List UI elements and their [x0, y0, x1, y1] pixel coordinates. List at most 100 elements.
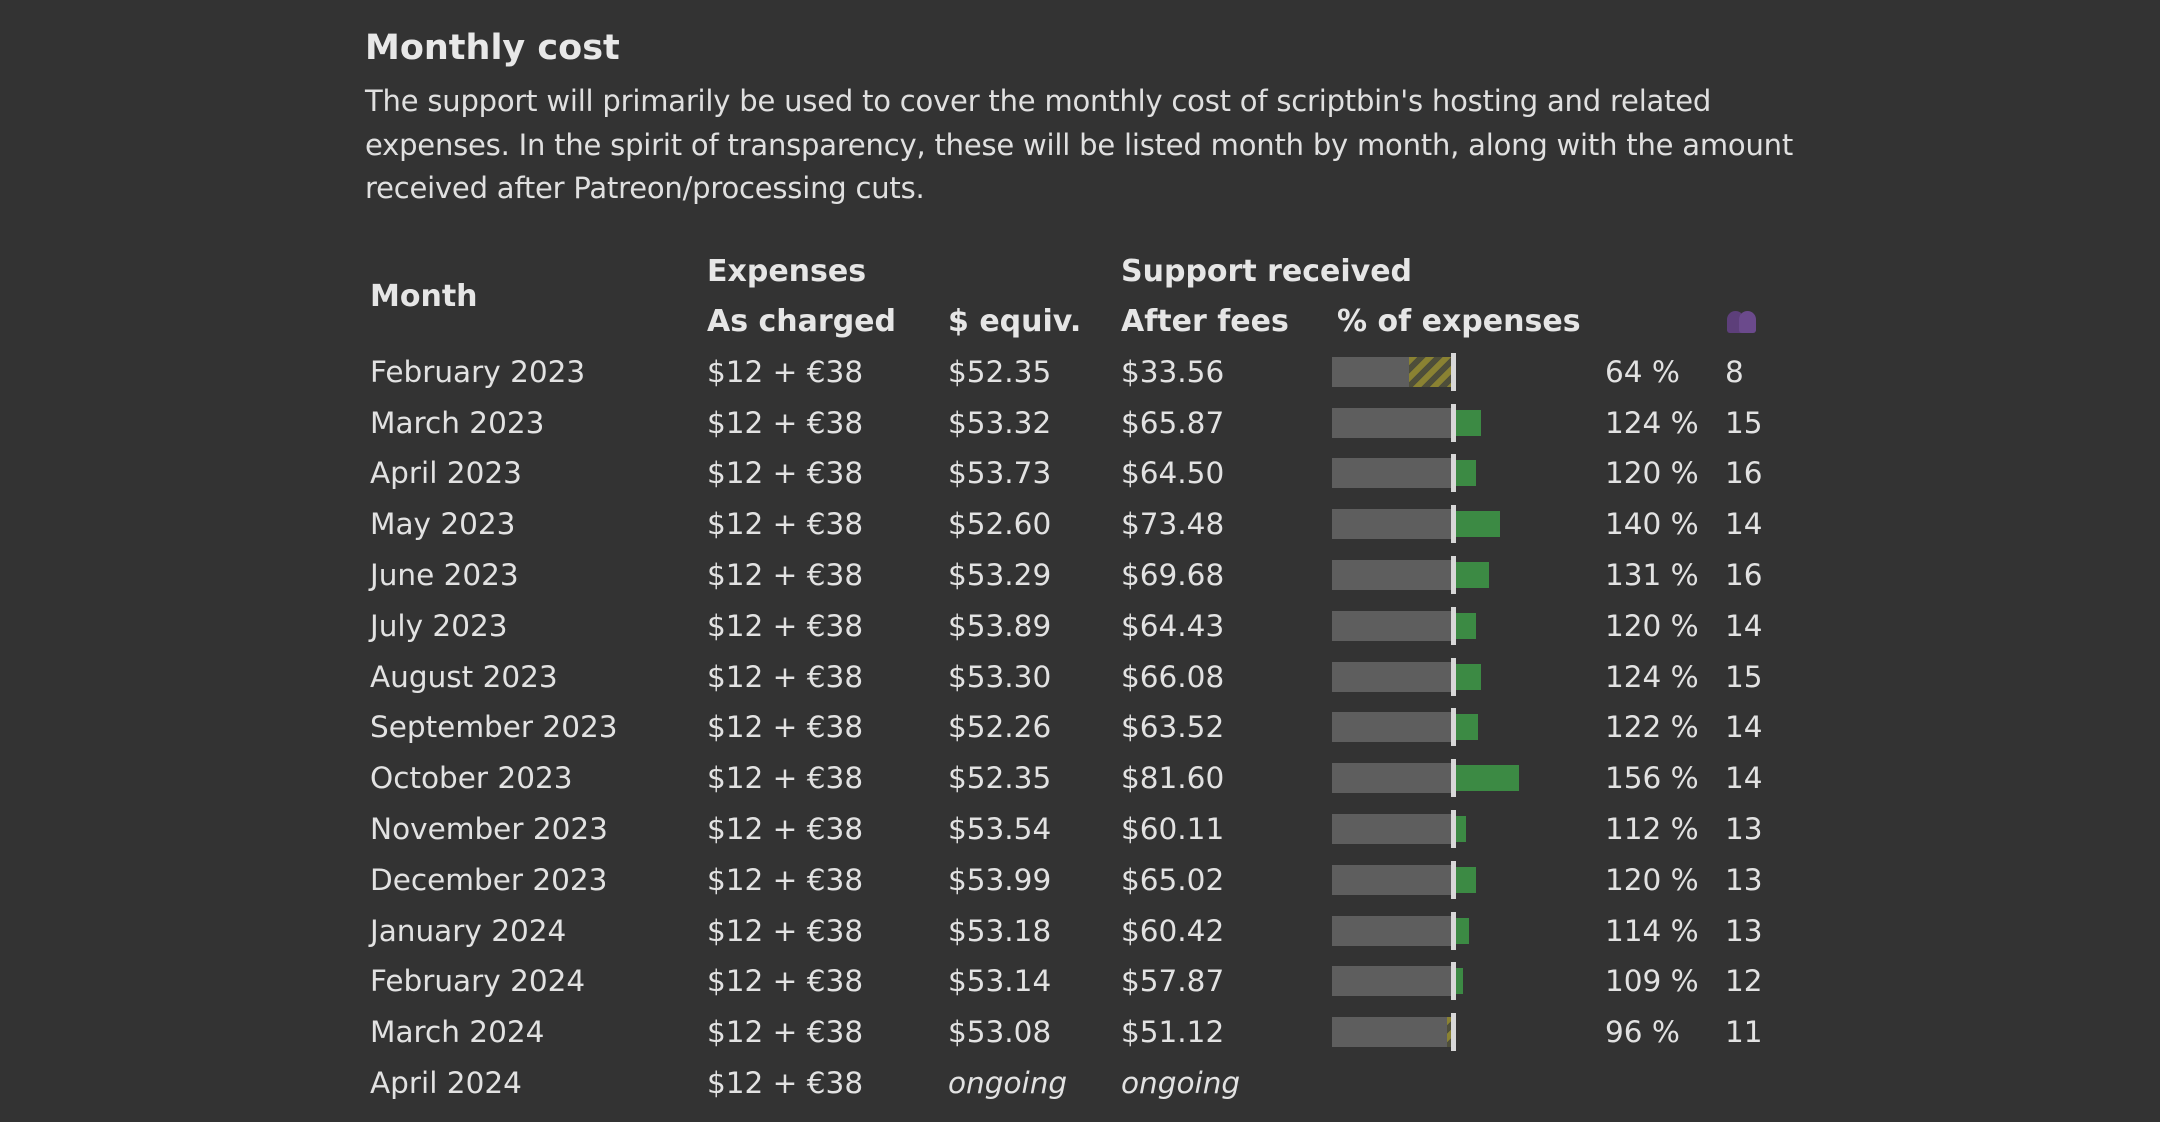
pct-bar-shortfall	[1408, 356, 1452, 387]
cell-after-fees: $57.87	[1121, 964, 1225, 999]
cell-usd-equiv: $53.32	[948, 405, 1052, 440]
cell-after-fees: $64.50	[1121, 456, 1225, 491]
cell-pct-label: 120 %	[1605, 456, 1699, 491]
pct-bar-100-marker	[1451, 810, 1456, 849]
cell-pct-label: 64 %	[1605, 354, 1680, 389]
pct-bar-surplus	[1452, 562, 1490, 589]
pct-bar-surplus	[1452, 866, 1476, 893]
cell-pct-bar	[1332, 499, 1600, 550]
cell-after-fees: $60.11	[1121, 812, 1225, 847]
patrons-icon	[1725, 311, 1759, 335]
pct-bar-100-marker	[1451, 911, 1456, 950]
cell-patrons: 16	[1725, 456, 1763, 491]
pct-bar-covered	[1332, 712, 1452, 743]
cell-after-fees: $73.48	[1121, 507, 1225, 542]
cell-pct-bar	[1332, 804, 1600, 855]
table-row: June 2023 $12 + €38 $53.29 $69.68 131 % 16	[365, 550, 1785, 601]
table-row: February 2024 $12 + €38 $53.14 $57.87 109 % 1…	[365, 956, 1785, 1007]
cell-pct-bar	[1332, 1007, 1600, 1058]
pct-bar-surplus	[1452, 612, 1476, 639]
pct-bar	[1332, 556, 1622, 595]
pct-bar	[1332, 606, 1622, 645]
cell-after-fees: $81.60	[1121, 761, 1225, 796]
header-patrons	[1720, 297, 1785, 347]
cell-after-fees: ongoing	[1121, 1066, 1241, 1101]
pct-bar	[1332, 911, 1622, 950]
header-support-received: Support received	[1121, 254, 1413, 289]
cell-patrons: 12	[1725, 964, 1763, 999]
cell-patrons: 13	[1725, 862, 1763, 897]
table-row: November 2023 $12 + €38 $53.54 $60.11 112 % 1…	[365, 804, 1785, 855]
pct-bar	[1332, 454, 1622, 493]
cell-patrons: 13	[1725, 812, 1763, 847]
header-after-fees: After fees	[1121, 304, 1289, 339]
cell-after-fees: $65.02	[1121, 862, 1225, 897]
pct-bar-covered	[1332, 661, 1452, 692]
cell-usd-equiv: $53.54	[948, 812, 1052, 847]
pct-bar-100-marker	[1451, 1013, 1456, 1052]
cell-month: February 2023	[370, 354, 586, 389]
table-row: January 2024 $12 + €38 $53.18 $60.42 114 % 13	[365, 905, 1785, 956]
header-pct-of-expenses: % of expenses	[1337, 304, 1581, 339]
table-row: February 2023 $12 + €38 $52.35 $33.56 64 % 8	[365, 347, 1785, 398]
cell-patrons: 15	[1725, 405, 1763, 440]
cell-usd-equiv: $52.35	[948, 761, 1052, 796]
pct-bar-100-marker	[1451, 759, 1456, 798]
cell-pct-label: 156 %	[1605, 761, 1699, 796]
pct-bar-surplus	[1452, 663, 1481, 690]
cell-usd-equiv: $52.35	[948, 354, 1052, 389]
header-sub-row: As charged $ equiv. After fees % of expe…	[365, 297, 1785, 347]
cell-month: April 2023	[370, 456, 522, 491]
pct-bar-covered	[1332, 966, 1452, 997]
cell-pct-bar	[1332, 753, 1600, 804]
header-as-charged: As charged	[707, 304, 896, 339]
table-row: July 2023 $12 + €38 $53.89 $64.43 120 % 14	[365, 600, 1785, 651]
cell-usd-equiv: $53.30	[948, 659, 1052, 694]
cell-after-fees: $69.68	[1121, 558, 1225, 593]
cell-usd-equiv: $52.26	[948, 710, 1052, 745]
cell-as-charged: $12 + €38	[707, 761, 864, 796]
cell-as-charged: $12 + €38	[707, 507, 864, 542]
cell-patrons-empty	[1720, 1058, 1785, 1109]
cell-usd-equiv: $53.14	[948, 964, 1052, 999]
cell-month: March 2023	[370, 405, 545, 440]
pct-bar	[1332, 403, 1622, 442]
pct-bar-100-marker	[1451, 505, 1456, 544]
cell-pct-bar	[1332, 550, 1600, 601]
pct-bar-covered	[1332, 610, 1452, 641]
cell-as-charged: $12 + €38	[707, 659, 864, 694]
pct-bar-covered	[1332, 915, 1452, 946]
header-usd-equiv: $ equiv.	[948, 304, 1082, 339]
pct-bar-surplus	[1452, 917, 1469, 944]
cell-after-fees: $51.12	[1121, 1015, 1225, 1050]
cell-after-fees: $65.87	[1121, 405, 1225, 440]
pct-bar-surplus	[1452, 511, 1500, 538]
cell-patrons: 8	[1725, 354, 1744, 389]
pct-bar-covered	[1332, 509, 1452, 540]
section-title: Monthly cost	[365, 28, 620, 68]
pct-bar-surplus	[1452, 409, 1481, 436]
table-row-ongoing: April 2024 $12 + €38 ongoing ongoing	[365, 1058, 1785, 1109]
pct-bar	[1332, 657, 1622, 696]
monthly-cost-section: Monthly cost The support will primarily …	[365, 22, 1795, 1108]
pct-bar	[1332, 962, 1622, 1001]
cell-as-charged: $12 + €38	[707, 405, 864, 440]
pct-bar-100-marker	[1451, 556, 1456, 595]
cell-month: April 2024	[370, 1066, 522, 1101]
cell-month: January 2024	[370, 913, 567, 948]
cell-pct-bar	[1332, 702, 1600, 753]
cell-pct-label: 122 %	[1605, 710, 1699, 745]
pct-bar-100-marker	[1451, 962, 1456, 1001]
cell-patrons: 15	[1725, 659, 1763, 694]
cell-after-fees: $66.08	[1121, 659, 1225, 694]
pct-bar	[1332, 759, 1622, 798]
cell-pct-label: 109 %	[1605, 964, 1699, 999]
cell-pct-label: 131 %	[1605, 558, 1699, 593]
pct-bar-covered	[1332, 864, 1452, 895]
cell-pct-bar	[1332, 905, 1600, 956]
pct-bar-100-marker	[1451, 403, 1456, 442]
cell-after-fees: $64.43	[1121, 608, 1225, 643]
header-month: Month	[370, 279, 478, 314]
cell-as-charged: $12 + €38	[707, 812, 864, 847]
cell-month: August 2023	[370, 659, 558, 694]
